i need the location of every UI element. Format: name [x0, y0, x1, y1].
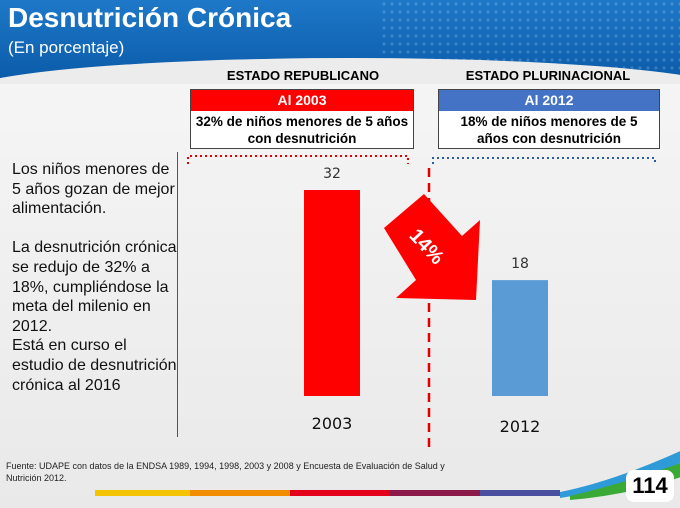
footer-stripe-purple	[480, 490, 560, 496]
page-subtitle: (En porcentaje)	[8, 38, 125, 57]
bar-chart: 32 2003 18 2012 14%	[187, 155, 656, 450]
left-box-heading: ESTADO REPUBLICANO	[226, 68, 380, 83]
footer-stripe-yellow	[95, 490, 190, 496]
right-box-text: 18% de niños menores de 5 años con desnu…	[460, 114, 638, 146]
value-label-2012: 18	[511, 256, 529, 272]
page-number: 114	[626, 470, 674, 502]
bars-layer: 32 2003 18 2012	[304, 166, 548, 436]
bar-2012	[492, 280, 548, 396]
right-box-year-bar: Al 2012	[439, 90, 659, 111]
left-box-year-bar: Al 2003	[191, 90, 413, 111]
footer-wave-decoration	[560, 451, 680, 500]
left-info-box: Al 2003 32% de niños menores de 5 años c…	[190, 89, 414, 149]
narrative-divider	[177, 152, 178, 437]
category-label-2003: 2003	[312, 414, 353, 433]
header-band: Desnutrición Crónica (En porcentaje)	[0, 0, 680, 84]
right-dotted-bracket	[432, 157, 656, 164]
right-info-box: Al 2012 18% de niños menores de 5 años c…	[438, 89, 660, 149]
narrative-paragraph-2: La desnutrición crónica se redujo de 32%…	[12, 239, 177, 335]
reduction-arrow: 14%	[384, 194, 480, 300]
bar-2003	[304, 190, 360, 396]
footer-stripe-orange	[190, 490, 290, 496]
source-note: Fuente: UDAPE con datos de la ENDSA 1989…	[6, 461, 445, 483]
page-title: Desnutrición Crónica	[8, 2, 292, 33]
narrative-paragraph-1: Los niños menores de 5 años gozan de mej…	[12, 161, 175, 218]
footer-stripe-maroon	[390, 490, 480, 496]
footer-stripe-red	[290, 490, 390, 496]
narrative-text: Los niños menores de 5 años gozan de mej…	[12, 160, 177, 395]
reduction-arrow-shape	[384, 194, 480, 300]
left-dotted-bracket	[187, 155, 409, 164]
left-box-text: 32% de niños menores de 5 años con desnu…	[195, 114, 409, 146]
right-box-heading: ESTADO PLURINACIONAL	[465, 68, 631, 83]
category-label-2012: 2012	[500, 417, 541, 436]
value-label-2003: 32	[323, 166, 341, 182]
narrative-paragraph-3: Está en curso el estudio de desnutrición…	[12, 337, 177, 394]
